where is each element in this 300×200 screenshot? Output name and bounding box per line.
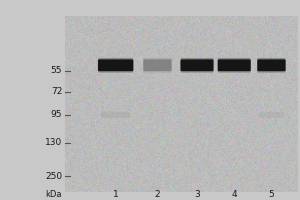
FancyBboxPatch shape [101, 112, 130, 118]
FancyBboxPatch shape [98, 59, 133, 71]
Text: 72: 72 [51, 87, 62, 96]
FancyBboxPatch shape [257, 58, 286, 73]
Text: 95: 95 [51, 110, 62, 119]
FancyBboxPatch shape [181, 59, 214, 71]
FancyBboxPatch shape [259, 112, 284, 118]
FancyBboxPatch shape [218, 59, 251, 71]
Text: 130: 130 [45, 138, 62, 147]
Text: 3: 3 [194, 190, 200, 199]
FancyBboxPatch shape [257, 59, 286, 71]
Text: 2: 2 [155, 190, 160, 199]
FancyBboxPatch shape [218, 58, 251, 73]
Text: kDa: kDa [46, 190, 62, 199]
FancyBboxPatch shape [98, 58, 133, 73]
Text: 1: 1 [113, 190, 118, 199]
FancyBboxPatch shape [143, 59, 172, 71]
Text: 55: 55 [51, 66, 62, 75]
FancyBboxPatch shape [143, 58, 172, 73]
FancyBboxPatch shape [181, 58, 214, 73]
Text: 4: 4 [231, 190, 237, 199]
Text: 5: 5 [268, 190, 274, 199]
Text: 250: 250 [45, 172, 62, 181]
